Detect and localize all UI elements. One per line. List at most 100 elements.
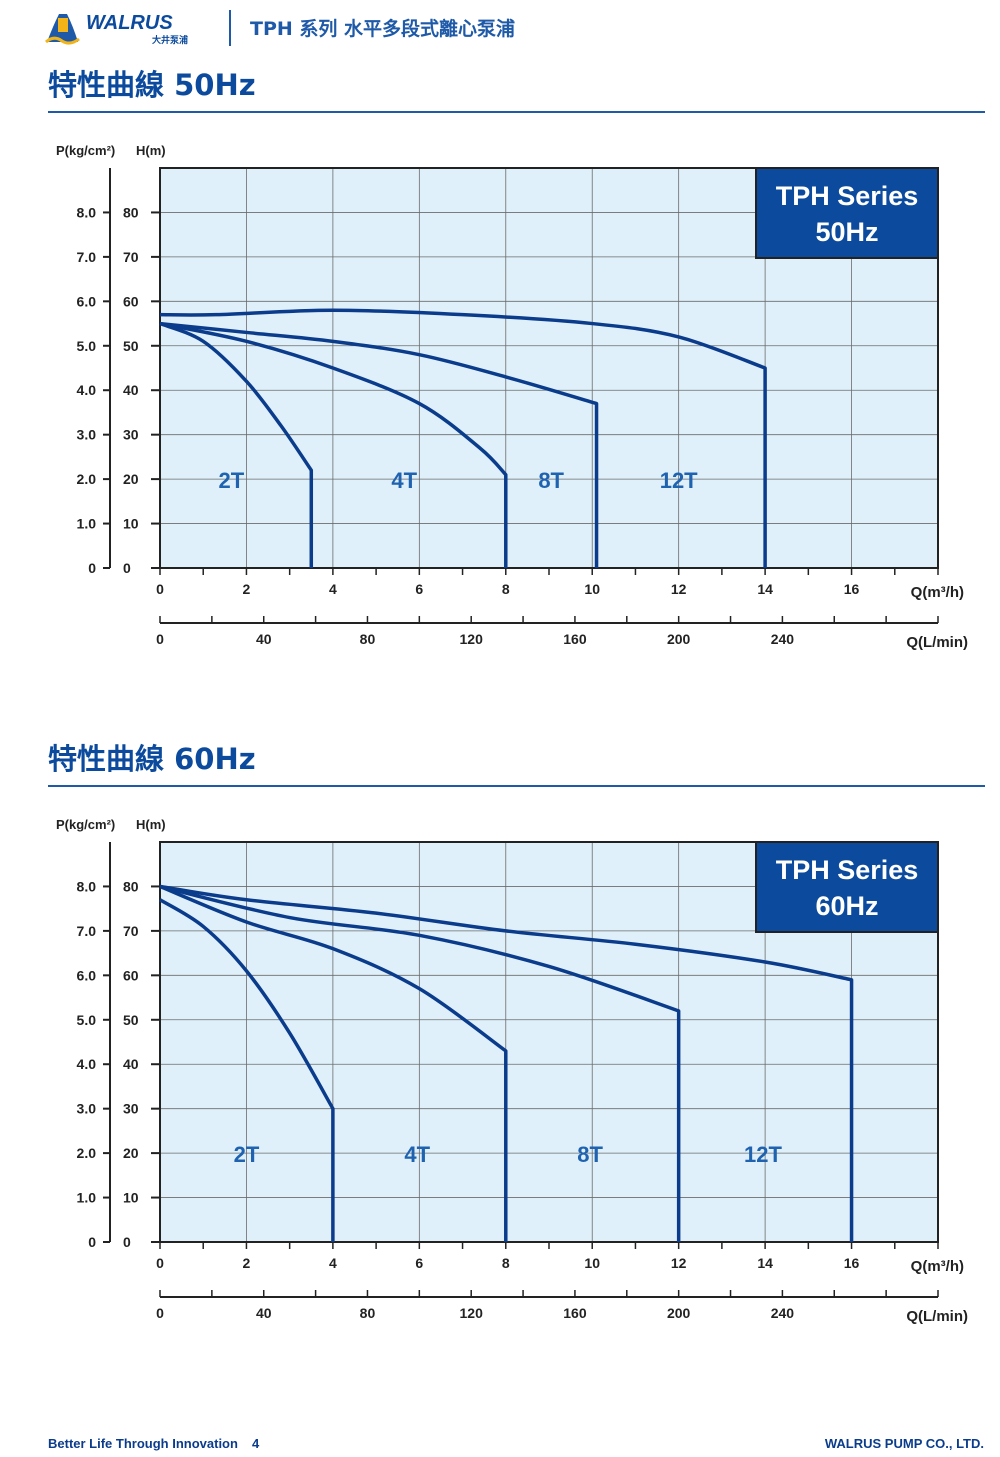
lmin-tick-label: 120	[460, 1305, 484, 1321]
lmin-tick-label: 40	[256, 1305, 272, 1321]
lmin-tick-label: 160	[563, 1305, 587, 1321]
footer-tagline-text: Better Life Through Innovation	[48, 1436, 238, 1451]
series-badge-frequency: 50Hz	[815, 217, 878, 247]
curve-label-8t: 8T	[538, 468, 564, 493]
series-badge-frequency: 60Hz	[815, 891, 878, 921]
head-tick-label: 0	[123, 1234, 131, 1250]
pressure-tick-label: 6.0	[77, 293, 97, 309]
lmin-tick-label: 40	[256, 631, 272, 647]
page-number: 4	[251, 1436, 260, 1451]
section-rule-60hz	[48, 785, 985, 787]
section-title-60hz: 特性曲線 60Hz	[48, 742, 256, 776]
head-tick-label: 80	[123, 878, 139, 894]
curve-12t	[159, 884, 854, 1242]
series-badge	[755, 841, 939, 933]
pressure-tick-label: 8.0	[77, 204, 97, 220]
flow-tick-label: 4	[329, 581, 337, 597]
section-title-50hz: 特性曲線 50Hz	[48, 68, 256, 102]
header-separator	[229, 10, 231, 46]
flow-axis-title: Q(m³/h)	[911, 584, 964, 601]
pressure-tick-label: 1.0	[77, 1190, 97, 1206]
curve-label-12t: 12T	[744, 1142, 782, 1167]
header-title: TPH 系列 水平多段式離心泵浦	[250, 18, 516, 40]
pressure-tick-label: 3.0	[77, 427, 97, 443]
head-tick-label: 20	[123, 1145, 139, 1161]
pressure-axis-title: P(kg/cm²)	[56, 143, 115, 158]
flow-tick-label: 6	[415, 581, 423, 597]
pressure-tick-label: 0	[88, 560, 96, 576]
chart-50hz: P(kg/cm²) H(m)0102030405060708001.02.03.0…	[56, 143, 968, 651]
pressure-tick-label: 4.0	[77, 1056, 97, 1072]
flow-tick-label: 10	[584, 1255, 600, 1271]
head-axis-title: H(m)	[136, 143, 166, 158]
head-tick-label: 50	[123, 1012, 139, 1028]
flow-axis-title: Q(m³/h)	[911, 1258, 964, 1275]
head-tick-label: 0	[123, 560, 131, 576]
curve-2t	[159, 321, 314, 568]
flow-tick-label: 4	[329, 1255, 337, 1271]
flow-tick-label: 10	[584, 581, 600, 597]
pressure-tick-label: 3.0	[77, 1101, 97, 1117]
pressure-axis-title: P(kg/cm²)	[56, 817, 115, 832]
pressure-tick-label: 5.0	[77, 1012, 97, 1028]
flow-tick-label: 12	[671, 581, 687, 597]
brand-name: WALRUS	[86, 12, 173, 34]
lmin-axis-title: Q(L/min)	[906, 634, 968, 651]
lmin-tick-label: 240	[771, 1305, 795, 1321]
lmin-axis-title: Q(L/min)	[906, 1308, 968, 1325]
flow-tick-label: 0	[156, 581, 164, 597]
lmin-tick-label: 200	[667, 1305, 691, 1321]
flow-tick-label: 12	[671, 1255, 687, 1271]
curve-label-2t: 2T	[218, 468, 244, 493]
flow-tick-label: 0	[156, 1255, 164, 1271]
curve-2t	[159, 898, 335, 1242]
lmin-tick-label: 80	[360, 1305, 376, 1321]
lmin-tick-label: 120	[460, 631, 484, 647]
lmin-tick-label: 0	[156, 1305, 164, 1321]
footer-company: WALRUS PUMP CO., LTD.	[824, 1436, 984, 1451]
section-rule-50hz	[48, 111, 985, 113]
curve-label-12t: 12T	[660, 468, 698, 493]
series-badge	[755, 167, 939, 259]
brand-subtitle: 大井泵浦	[152, 34, 188, 45]
flow-tick-label: 16	[844, 1255, 860, 1271]
pressure-tick-label: 0	[88, 1234, 96, 1250]
lmin-tick-label: 200	[667, 631, 691, 647]
curve-label-2t: 2T	[234, 1142, 260, 1167]
walrus-logo: WALRUS 大井泵浦	[45, 12, 188, 45]
pressure-tick-label: 2.0	[77, 1145, 97, 1161]
head-tick-label: 40	[123, 382, 139, 398]
pressure-tick-label: 8.0	[77, 878, 97, 894]
head-tick-label: 60	[123, 293, 139, 309]
pressure-tick-label: 1.0	[77, 516, 97, 532]
head-tick-label: 70	[123, 249, 139, 265]
series-badge-name: TPH Series	[776, 855, 919, 885]
flow-tick-label: 8	[502, 581, 510, 597]
head-tick-label: 70	[123, 923, 139, 939]
series-badge-name: TPH Series	[776, 181, 919, 211]
pressure-tick-label: 2.0	[77, 471, 97, 487]
head-tick-label: 40	[123, 1056, 139, 1072]
head-tick-label: 50	[123, 338, 139, 354]
curve-label-4t: 4T	[404, 1142, 430, 1167]
pressure-tick-label: 7.0	[77, 249, 97, 265]
curve-label-8t: 8T	[577, 1142, 603, 1167]
head-tick-label: 10	[123, 1190, 139, 1206]
lmin-tick-label: 240	[771, 631, 795, 647]
lmin-tick-label: 0	[156, 631, 164, 647]
curve-4t	[159, 884, 508, 1242]
head-axis-title: H(m)	[136, 817, 166, 832]
pressure-tick-label: 5.0	[77, 338, 97, 354]
flow-tick-label: 14	[757, 1255, 773, 1271]
flow-tick-label: 8	[502, 1255, 510, 1271]
head-tick-label: 10	[123, 516, 139, 532]
pressure-tick-label: 7.0	[77, 923, 97, 939]
flow-tick-label: 16	[844, 581, 860, 597]
curve-12t	[159, 308, 767, 568]
chart-60hz: P(kg/cm²) H(m)0102030405060708001.02.03.0…	[56, 817, 968, 1325]
flow-tick-label: 14	[757, 581, 773, 597]
logo-wave-icon	[45, 36, 80, 45]
curve-4t	[159, 321, 508, 568]
head-tick-label: 30	[123, 1101, 139, 1117]
head-tick-label: 20	[123, 471, 139, 487]
